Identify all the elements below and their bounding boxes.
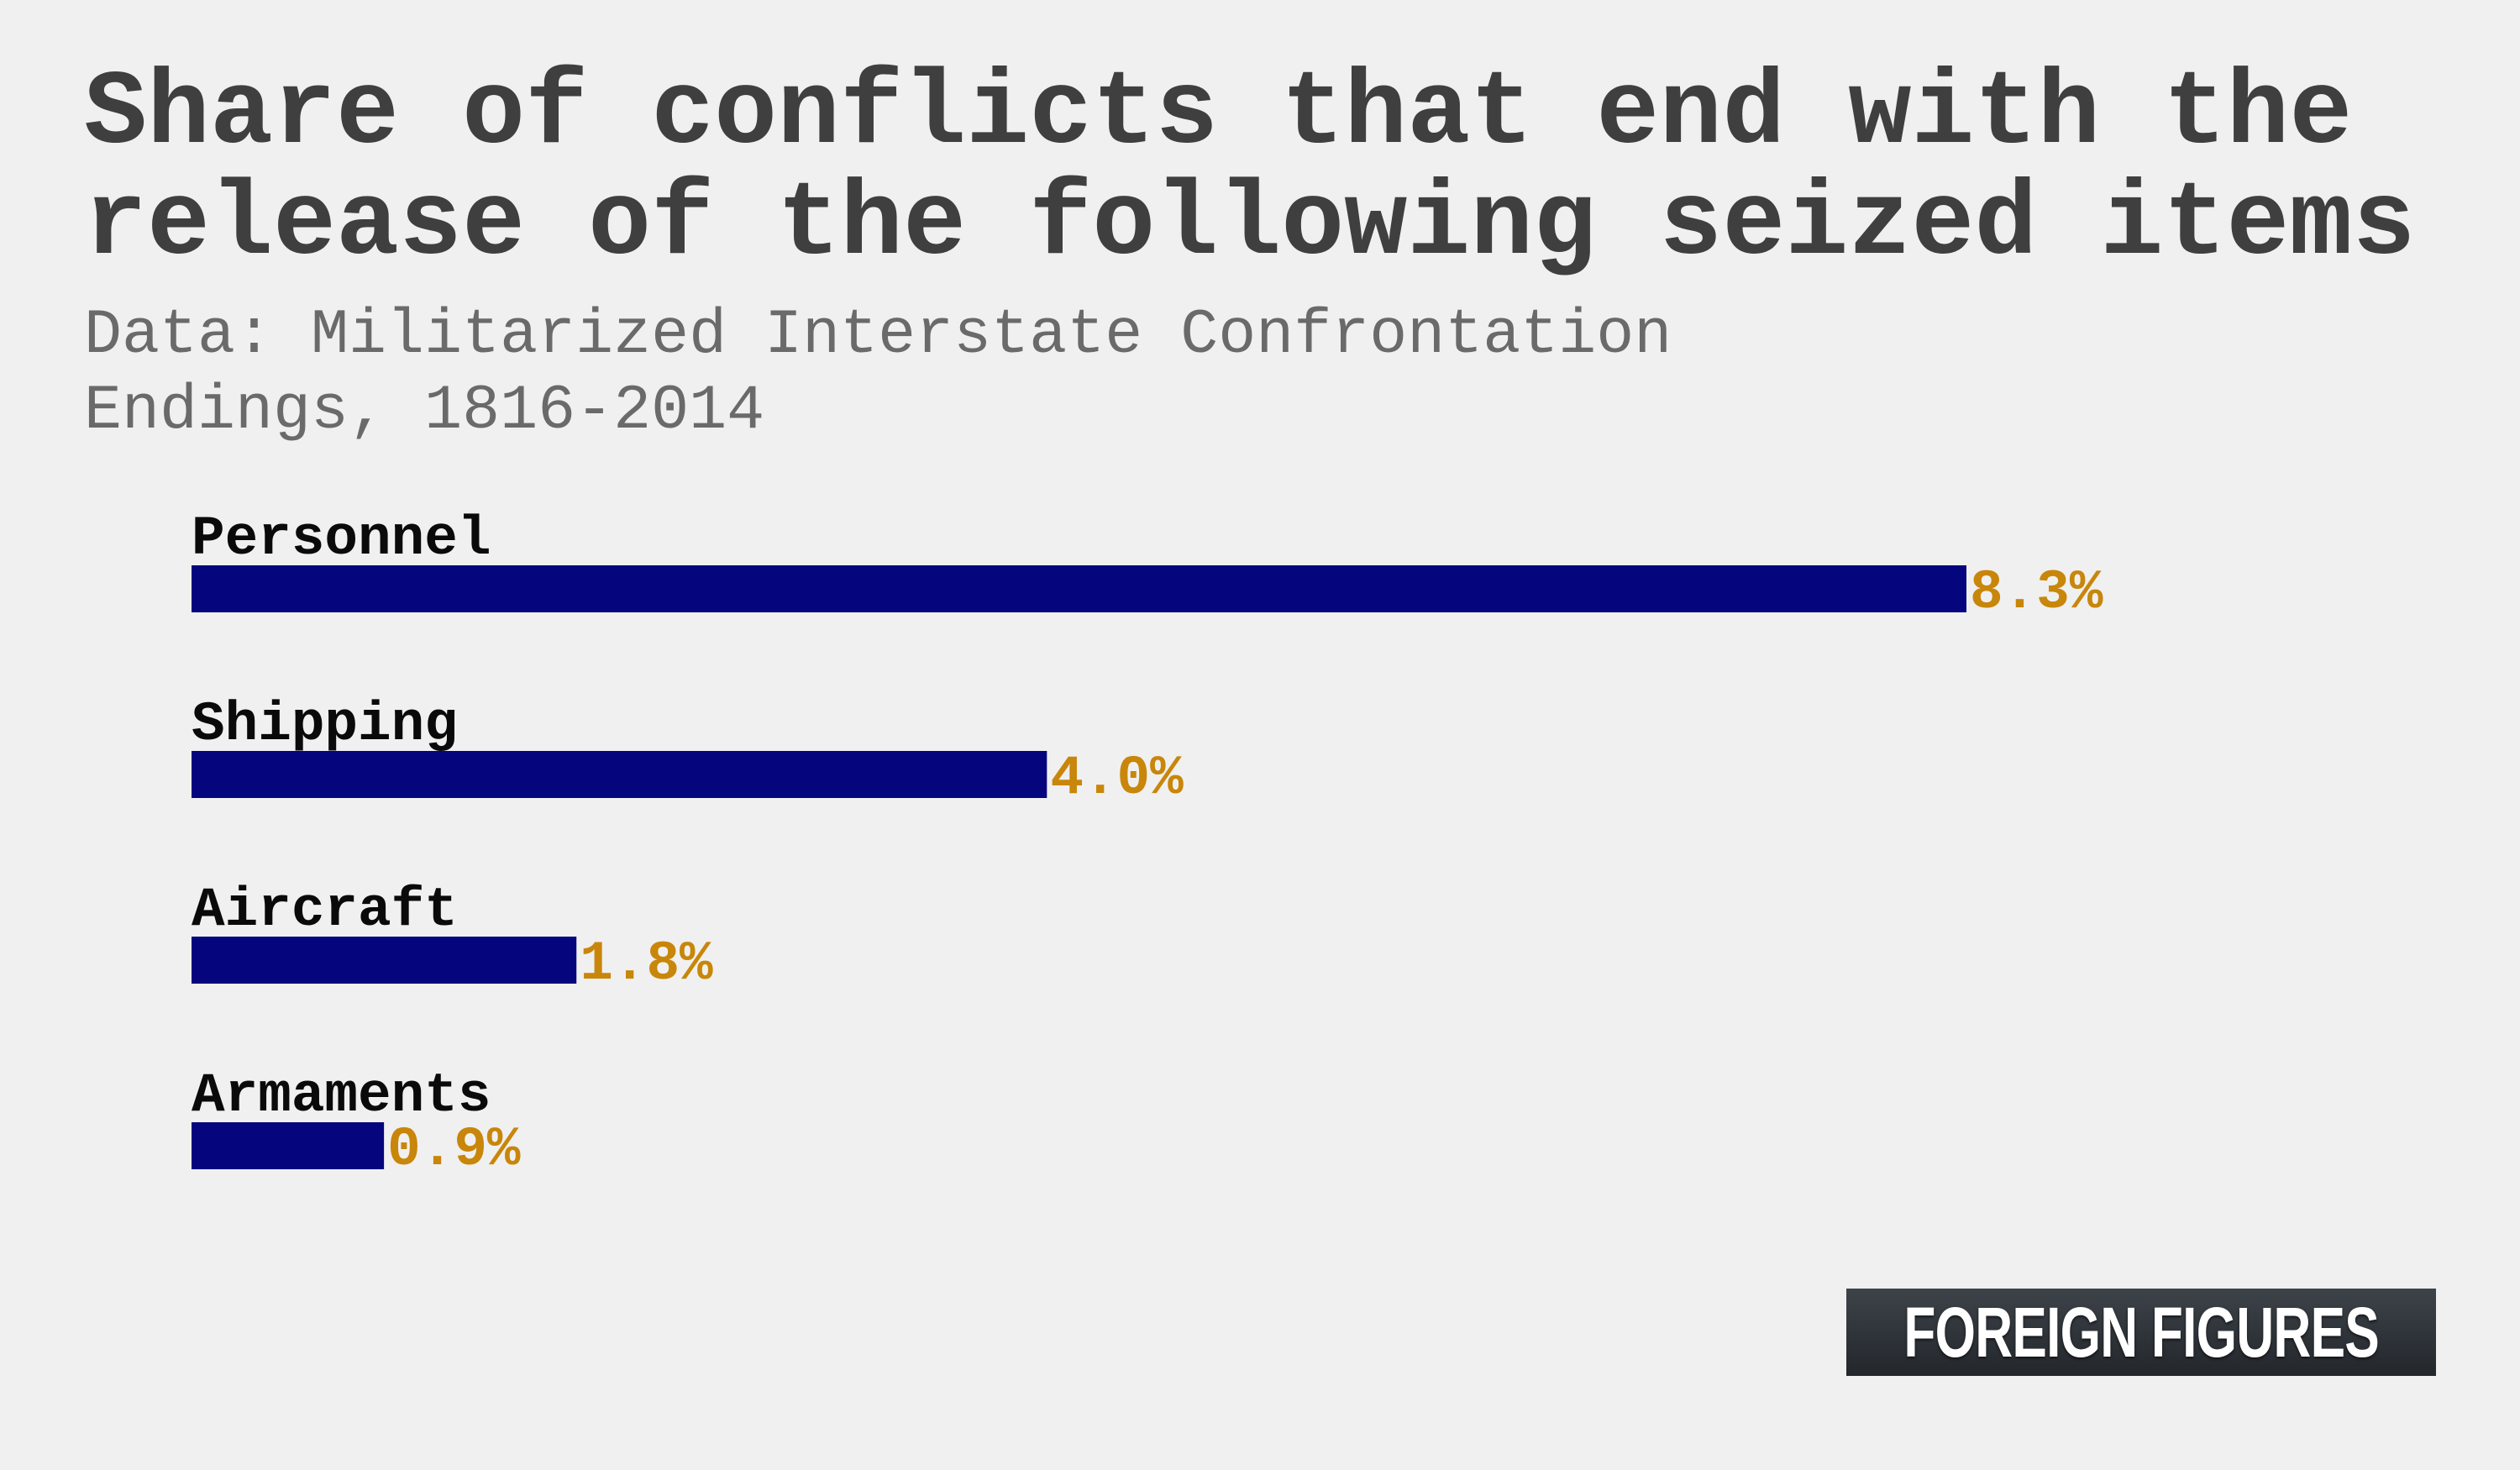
brand-logo: FOREIGN FIGURES xyxy=(1846,1289,2436,1376)
brand-logo-text: FOREIGN FIGURES xyxy=(1903,1292,2379,1372)
value-label: 8.3% xyxy=(1970,561,2103,624)
chart-title: Share of conflicts that end with the rel… xyxy=(84,55,2416,285)
value-label: 1.8% xyxy=(580,932,713,995)
category-label: Aircraft xyxy=(192,879,458,942)
value-label: 0.9% xyxy=(387,1118,521,1181)
category-label: Armaments xyxy=(192,1064,491,1127)
chart-subtitle: Data: Militarized Interstate Confrontati… xyxy=(84,300,1672,447)
category-label: Shipping xyxy=(192,693,458,756)
value-label: 4.0% xyxy=(1050,747,1184,810)
bar-personnel xyxy=(192,565,1966,612)
bar-armaments xyxy=(192,1122,385,1169)
category-label: Personnel xyxy=(192,507,491,570)
bar-shipping xyxy=(192,751,1047,798)
bar-aircraft xyxy=(192,937,577,984)
